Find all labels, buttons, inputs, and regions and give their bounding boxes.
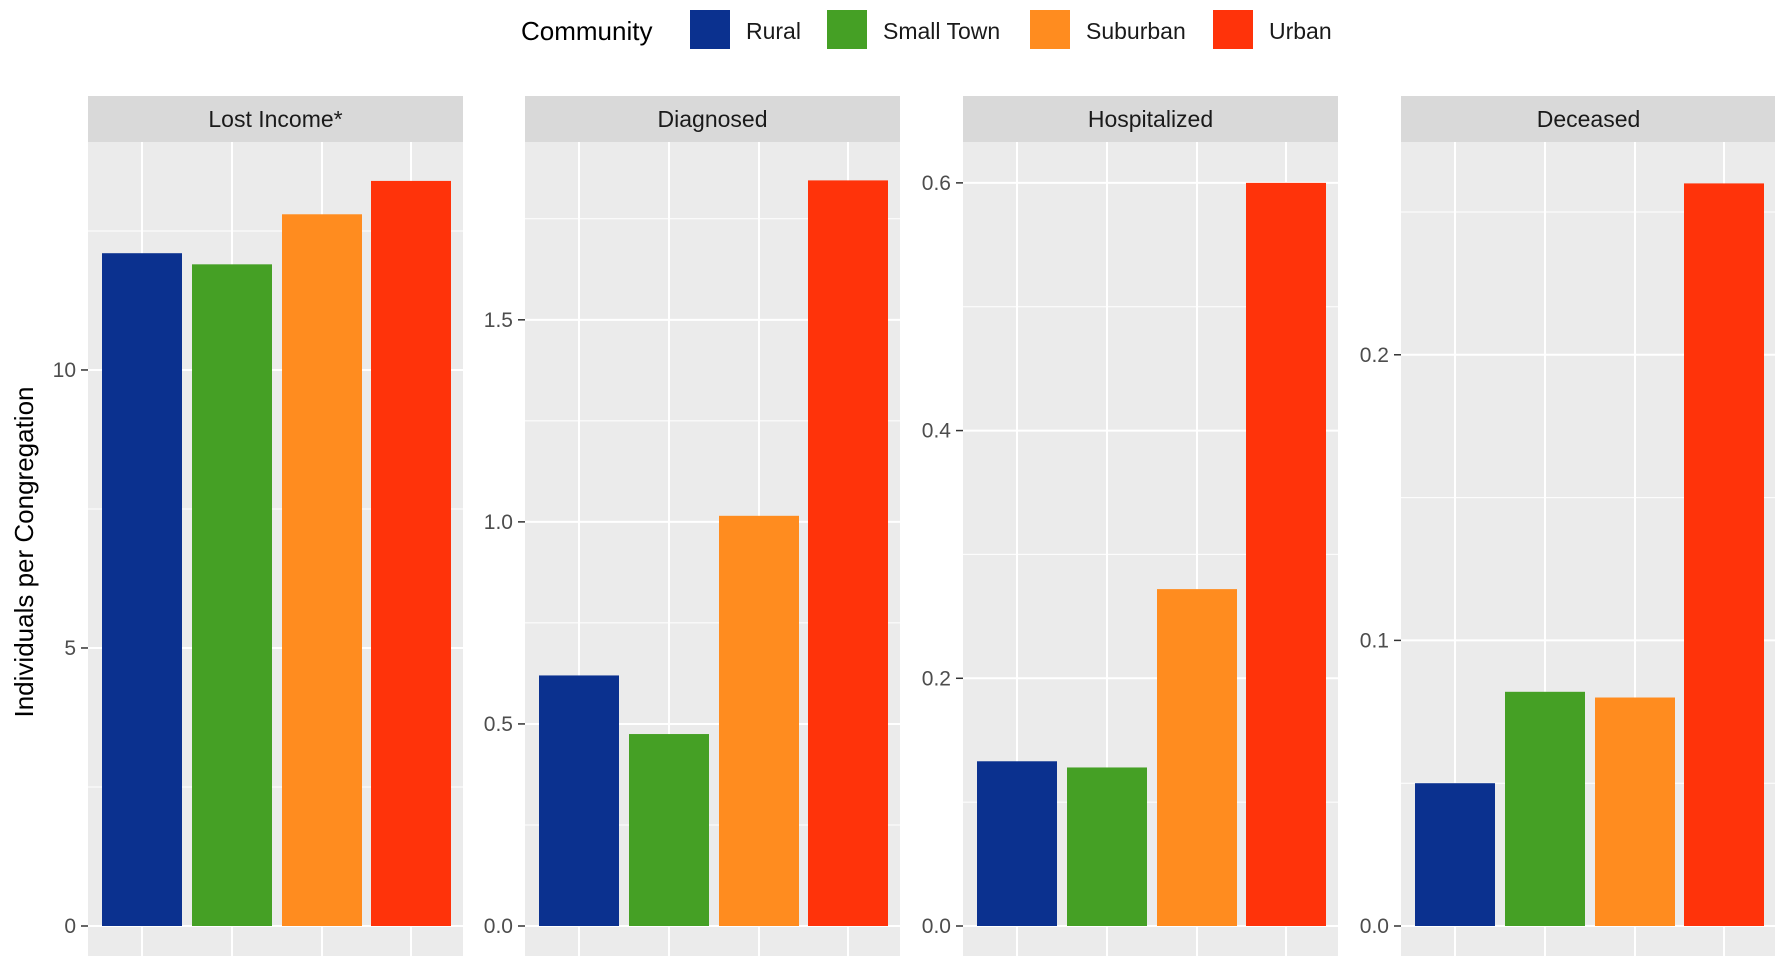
legend-key-rural (690, 10, 730, 49)
y-tick-label: 0.1 (1360, 629, 1389, 652)
legend-key-suburban (1030, 10, 1070, 49)
facet-lost-income: Lost Income* 0 5 10 (53, 96, 463, 956)
facet-hospitalized: Hospitalized 0.0 0.2 0.4 0.6 (922, 96, 1338, 956)
bar-deceased-urban (1684, 183, 1764, 927)
legend-label-small-town: Small Town (883, 18, 1000, 44)
y-tick-label: 5 (64, 637, 76, 660)
y-tick-label: 1.0 (484, 511, 513, 534)
y-tick-label: 0.0 (1360, 915, 1389, 938)
y-tick-label: 10 (53, 359, 76, 382)
legend-label-rural: Rural (746, 18, 801, 44)
facet-strip (88, 96, 463, 142)
bar-lost-income-suburban (282, 214, 362, 926)
legend-key-small-town (827, 10, 867, 49)
bar-hospitalized-small-town (1067, 767, 1147, 926)
facet-strip (525, 96, 900, 142)
bar-diagnosed-suburban (719, 515, 799, 926)
legend-label-urban: Urban (1269, 18, 1332, 44)
bar-lost-income-rural (102, 253, 182, 926)
y-tick-label: 0.2 (922, 667, 951, 690)
bar-deceased-suburban (1595, 697, 1675, 926)
bar-lost-income-urban (371, 180, 451, 926)
facet-title-diagnosed: Diagnosed (658, 106, 768, 132)
y-tick-label: 0.4 (922, 420, 952, 443)
bar-diagnosed-urban (808, 180, 888, 927)
y-axis-title: Individuals per Congregation (9, 387, 39, 718)
facet-title-lost-income: Lost Income* (208, 106, 342, 132)
y-tick-label: 1.5 (484, 309, 513, 332)
facet-title-hospitalized: Hospitalized (1088, 106, 1213, 132)
facet-strip (1401, 96, 1775, 142)
bar-deceased-small-town (1505, 691, 1585, 926)
bar-hospitalized-rural (977, 761, 1057, 926)
legend-key-urban (1213, 10, 1253, 49)
bar-diagnosed-small-town (629, 734, 709, 926)
legend-title: Community (521, 16, 652, 46)
facet-title-deceased: Deceased (1537, 106, 1641, 132)
bar-diagnosed-rural (539, 675, 619, 926)
bar-deceased-rural (1415, 783, 1495, 926)
y-tick-label: 0.6 (922, 172, 951, 195)
facet-deceased: Deceased 0.0 0.1 0.2 (1360, 96, 1775, 956)
bar-lost-income-small-town (192, 264, 272, 926)
legend: Community Rural Small Town Suburban Urban (521, 10, 1332, 49)
y-tick-label: 0 (64, 915, 76, 938)
facet-diagnosed: Diagnosed 0.0 0.5 1.0 1.5 (484, 96, 900, 956)
legend-label-suburban: Suburban (1086, 18, 1186, 44)
facet-panels: Lost Income* 0 5 10 Diagnosed 0.0 0.5 1.0 1.5 Hos… (53, 96, 1775, 956)
bar-hospitalized-suburban (1157, 589, 1237, 926)
facet-strip (963, 96, 1338, 142)
y-tick-label: 0.5 (484, 713, 513, 736)
y-tick-label: 0.0 (484, 915, 513, 938)
y-tick-label: 0.0 (922, 915, 951, 938)
bar-hospitalized-urban (1246, 182, 1326, 926)
y-tick-label: 0.2 (1360, 344, 1389, 367)
